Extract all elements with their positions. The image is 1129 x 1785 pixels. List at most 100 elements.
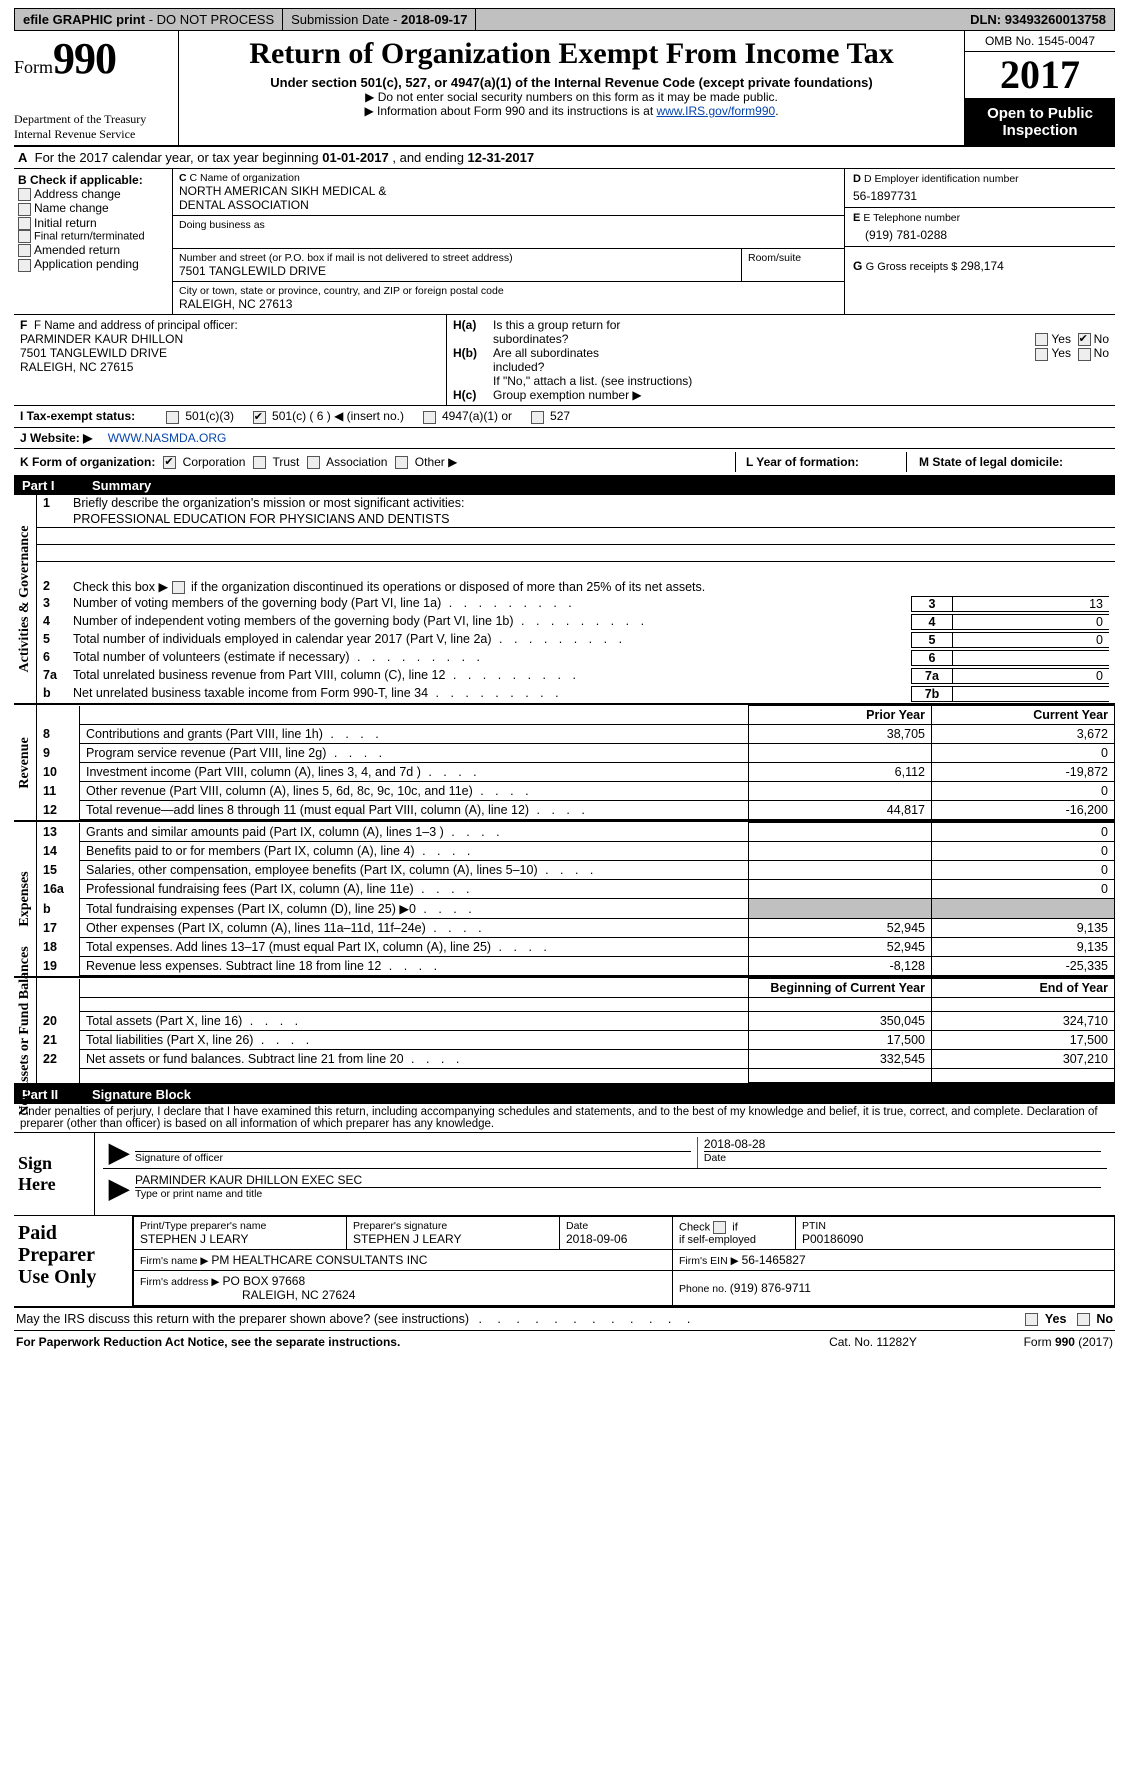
col-b: B Check if applicable: Address change Na…	[14, 169, 173, 314]
table-row: 13Grants and similar amounts paid (Part …	[37, 823, 1115, 842]
cat-no: Cat. No. 11282Y	[783, 1335, 963, 1349]
gov-row: 7aTotal unrelated business revenue from …	[37, 667, 1115, 685]
preparer-sig: STEPHEN J LEARY	[353, 1232, 553, 1246]
k-other[interactable]: Other ▶	[395, 455, 457, 469]
footer: For Paperwork Reduction Act Notice, see …	[14, 1331, 1115, 1349]
table-row: 11Other revenue (Part VIII, column (A), …	[37, 782, 1115, 801]
netassets-table: Beginning of Current YearEnd of Year 20T…	[37, 978, 1115, 1083]
part1-header: Part ISummary	[14, 476, 1115, 495]
check-name[interactable]: Name change	[18, 201, 168, 215]
irs-line: Internal Revenue Service	[14, 127, 174, 142]
officer-addr2: RALEIGH, NC 27615	[20, 360, 440, 374]
row-klm: K Form of organization: Corporation Trus…	[14, 449, 1115, 476]
org-name-block: C C Name of organization NORTH AMERICAN …	[173, 169, 844, 216]
table-row: 10Investment income (Part VIII, column (…	[37, 763, 1115, 782]
open-inspection: Open to PublicInspection	[965, 99, 1115, 145]
gov-row: 5Total number of individuals employed in…	[37, 631, 1115, 649]
form-990-page: efile GRAPHIC print - DO NOT PROCESS Sub…	[0, 0, 1129, 1357]
part1-governance: Activities & Governance 1Briefly describ…	[14, 495, 1115, 705]
row-j: J Website: ▶ WWW.NASMDA.ORG	[14, 428, 1115, 449]
check-pending[interactable]: Application pending	[18, 257, 168, 271]
col-b-title: B Check if applicable:	[18, 173, 168, 187]
firm-addr2: RALEIGH, NC 27624	[140, 1288, 355, 1302]
gross-block: G G Gross receipts $ 298,174	[845, 247, 1115, 277]
hb-yes[interactable]: Yes	[1035, 346, 1071, 360]
firm-name: PM HEALTHCARE CONSULTANTS INC	[211, 1253, 427, 1267]
k-trust[interactable]: Trust	[253, 455, 299, 469]
i-4947[interactable]: 4947(a)(1) or	[423, 409, 512, 423]
table-row: 12Total revenue—add lines 8 through 11 (…	[37, 801, 1115, 820]
org-name-2: DENTAL ASSOCIATION	[179, 198, 838, 212]
efile-print: efile GRAPHIC print - DO NOT PROCESS	[15, 9, 283, 30]
discuss-yes[interactable]: Yes	[1025, 1312, 1066, 1326]
k-assoc[interactable]: Association	[307, 455, 387, 469]
check-final[interactable]: Final return/terminated	[18, 230, 168, 243]
sig-date: 2018-08-28	[704, 1137, 1101, 1151]
firm-addr: PO BOX 97668	[222, 1274, 305, 1288]
table-row: bTotal fundraising expenses (Part IX, co…	[37, 899, 1115, 919]
submission-date: Submission Date - 2018-09-17	[283, 9, 476, 30]
col-f: F F Name and address of principal office…	[14, 315, 447, 405]
table-row: 20Total assets (Part X, line 16) . . . .…	[37, 1012, 1115, 1031]
street: 7501 TANGLEWILD DRIVE	[179, 264, 735, 278]
form-header-right: OMB No. 1545-0047 2017 Open to PublicIns…	[964, 31, 1115, 145]
q2-check[interactable]	[172, 581, 185, 594]
form-header-center: Return of Organization Exempt From Incom…	[179, 31, 964, 145]
ha-yes[interactable]: Yes	[1035, 332, 1071, 346]
phone-block: E E Telephone number (919) 781-0288	[845, 208, 1115, 247]
topbar: efile GRAPHIC print - DO NOT PROCESS Sub…	[14, 8, 1115, 31]
discuss-no[interactable]: No	[1077, 1312, 1113, 1326]
form-foot: Form 990 (2017)	[963, 1335, 1113, 1349]
i-501c3[interactable]: 501(c)(3)	[166, 409, 234, 423]
paid-preparer-label: Paid Preparer Use Only	[14, 1216, 133, 1306]
phone: (919) 781-0288	[853, 228, 1107, 242]
form-number: Form990	[14, 33, 174, 84]
row-i: I Tax-exempt status: 501(c)(3) 501(c) ( …	[14, 406, 1115, 427]
side-revenue: Revenue	[14, 705, 37, 820]
gov-row: 3Number of voting members of the governi…	[37, 595, 1115, 613]
part1-netassets: Net Assets or Fund Balances Beginning of…	[14, 978, 1115, 1085]
firm-ein: 56-1465827	[742, 1253, 806, 1267]
hb-no[interactable]: No	[1078, 346, 1109, 360]
declaration-text: Under penalties of perjury, I declare th…	[14, 1104, 1115, 1133]
table-row: 8Contributions and grants (Part VIII, li…	[37, 725, 1115, 744]
table-row: 21Total liabilities (Part X, line 26) . …	[37, 1031, 1115, 1050]
form-subtitle: Under section 501(c), 527, or 4947(a)(1)…	[185, 75, 958, 90]
self-employed-check[interactable]	[713, 1221, 726, 1234]
col-h: H(a) Is this a group return for subordin…	[447, 315, 1115, 405]
gov-row: 4Number of independent voting members of…	[37, 613, 1115, 631]
form-header: Form990 Department of the Treasury Inter…	[14, 31, 1115, 147]
website-value: WWW.NASMDA.ORG	[108, 431, 227, 445]
gov-row: 6Total number of volunteers (estimate if…	[37, 649, 1115, 667]
i-527[interactable]: 527	[531, 409, 570, 423]
part2-header: Part IISignature Block	[14, 1085, 1115, 1104]
dept-treasury: Department of the Treasury	[14, 112, 174, 127]
preparer-name: STEPHEN J LEARY	[140, 1232, 340, 1246]
table-row: 14Benefits paid to or for members (Part …	[37, 842, 1115, 861]
col-l: L Year of formation:	[735, 452, 907, 472]
ptin: P00186090	[802, 1232, 1108, 1246]
omb-number: OMB No. 1545-0047	[965, 31, 1115, 52]
i-501c[interactable]: 501(c) ( 6 ) ◀ (insert no.)	[253, 409, 404, 423]
col-c: C C Name of organization NORTH AMERICAN …	[173, 169, 845, 314]
check-initial[interactable]: Initial return	[18, 216, 168, 230]
irs-link[interactable]: www.IRS.gov/form990	[656, 104, 775, 118]
row-a: A For the 2017 calendar year, or tax yea…	[14, 147, 1115, 169]
table-row: 9Program service revenue (Part VIII, lin…	[37, 744, 1115, 763]
expenses-table: 13Grants and similar amounts paid (Part …	[37, 822, 1115, 976]
street-row: Number and street (or P.O. box if mail i…	[173, 249, 844, 282]
sign-here-label: Sign Here	[14, 1133, 95, 1215]
city-block: City or town, state or province, country…	[173, 282, 844, 314]
table-row: 19Revenue less expenses. Subtract line 1…	[37, 957, 1115, 976]
mission-text: PROFESSIONAL EDUCATION FOR PHYSICIANS AN…	[73, 512, 1109, 526]
check-address[interactable]: Address change	[18, 187, 168, 201]
table-row: 17Other expenses (Part IX, column (A), l…	[37, 919, 1115, 938]
typed-name: PARMINDER KAUR DHILLON EXEC SEC	[135, 1173, 1101, 1187]
city: RALEIGH, NC 27613	[179, 297, 838, 311]
k-corp[interactable]: Corporation	[163, 455, 245, 469]
ha-no[interactable]: No	[1078, 332, 1109, 346]
check-amended[interactable]: Amended return	[18, 243, 168, 257]
discuss-row: May the IRS discuss this return with the…	[14, 1308, 1115, 1331]
revenue-table: Prior YearCurrent Year 8Contributions an…	[37, 705, 1115, 820]
officer-addr1: 7501 TANGLEWILD DRIVE	[20, 346, 440, 360]
